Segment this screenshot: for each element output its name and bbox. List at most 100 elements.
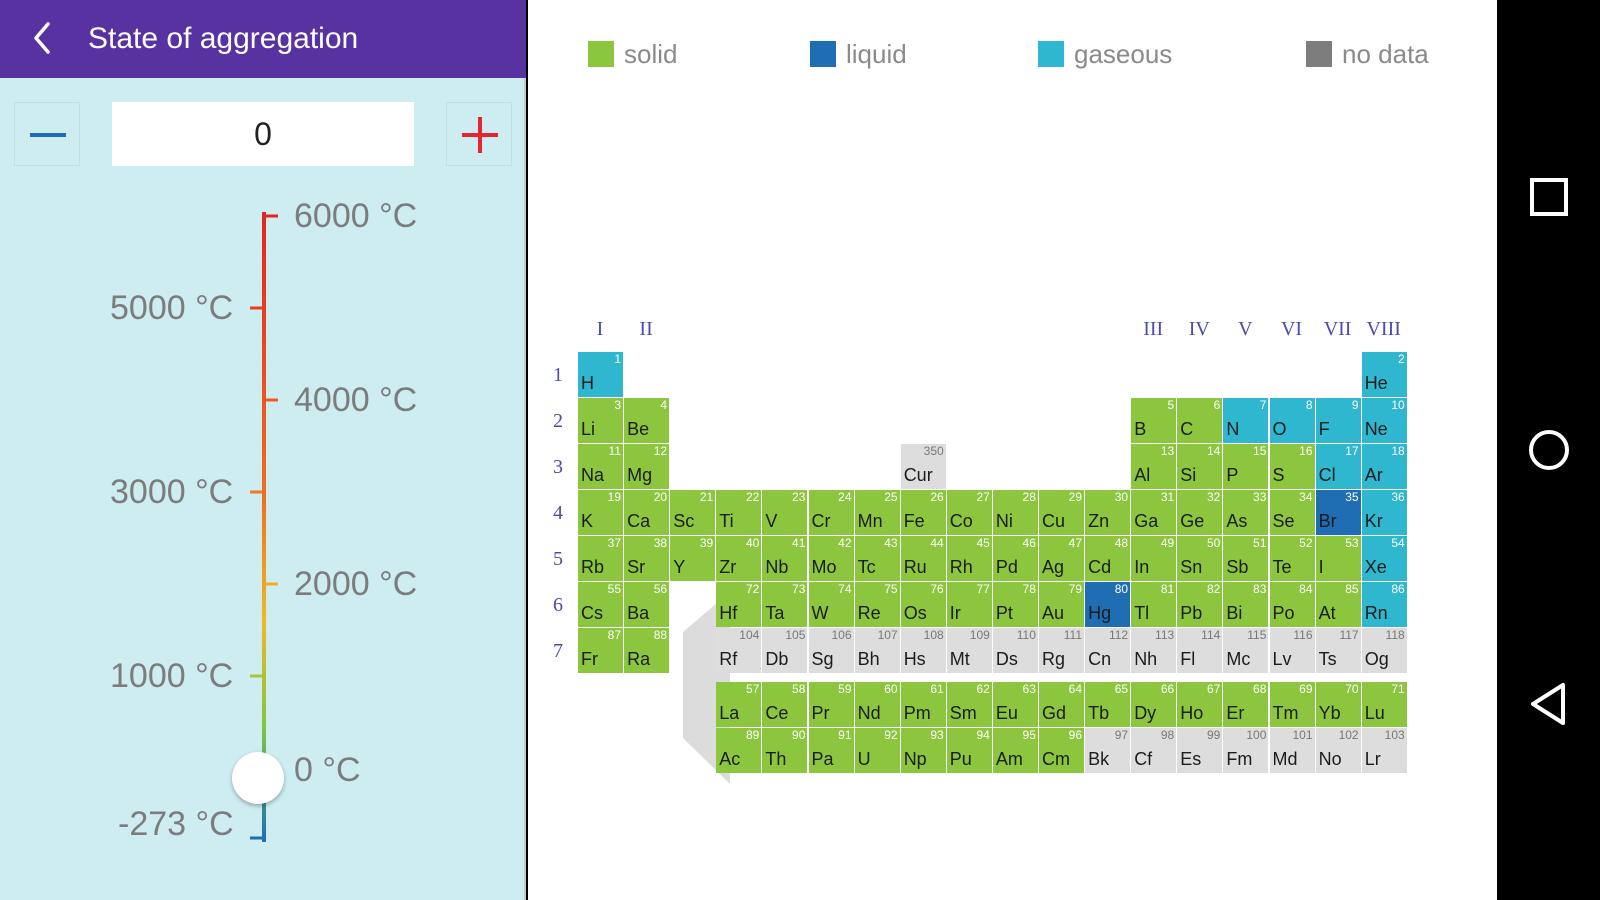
element-cell-at[interactable]: 85 At [1315,582,1361,627]
element-cell-ds[interactable]: 110 Ds [992,628,1038,673]
element-cell-rg[interactable]: 111 Rg [1039,628,1084,673]
back-triangle-icon[interactable] [1523,678,1575,730]
element-cell-lv[interactable]: 116 Lv [1269,628,1315,673]
element-cell-ac[interactable]: 89 Ac [716,728,762,773]
element-cell-pt[interactable]: 78 Pt [992,582,1038,627]
element-cell-gd[interactable]: 64 Gd [1039,682,1084,727]
element-cell-he[interactable]: 2 He [1361,352,1407,397]
element-cell-cl[interactable]: 17 Cl [1315,444,1361,489]
element-cell-nb[interactable]: 41 Nb [762,536,808,581]
element-cell-zn[interactable]: 30 Zn [1085,490,1131,535]
element-cell-mc[interactable]: 115 Mc [1223,628,1269,673]
element-cell-fe[interactable]: 26 Fe [900,490,946,535]
element-cell-cu[interactable]: 29 Cu [1039,490,1084,535]
element-cell-os[interactable]: 76 Os [900,582,946,627]
element-cell-rf[interactable]: 104 Rf [716,628,762,673]
element-cell-la[interactable]: 57 La [716,682,762,727]
element-cell-cr[interactable]: 24 Cr [808,490,854,535]
element-cell-cs[interactable]: 55 Cs [578,582,623,627]
element-cell-cm[interactable]: 96 Cm [1039,728,1084,773]
element-cell-ga[interactable]: 31 Ga [1131,490,1177,535]
element-cell-y[interactable]: 39 Y [670,536,716,581]
element-cell-pm[interactable]: 61 Pm [900,682,946,727]
element-cell-es[interactable]: 99 Es [1177,728,1223,773]
element-cell-hg[interactable]: 80 Hg [1085,582,1131,627]
element-cell-cf[interactable]: 98 Cf [1131,728,1177,773]
element-cell-pu[interactable]: 94 Pu [946,728,992,773]
element-cell-na[interactable]: 11 Na [578,444,623,489]
element-cell-v[interactable]: 23 V [762,490,808,535]
element-cell-xe[interactable]: 54 Xe [1361,536,1407,581]
element-cell-mt[interactable]: 109 Mt [946,628,992,673]
element-cell-th[interactable]: 90 Th [762,728,808,773]
element-cell-lu[interactable]: 71 Lu [1361,682,1407,727]
element-cell-am[interactable]: 95 Am [992,728,1038,773]
element-cell-sm[interactable]: 62 Sm [946,682,992,727]
element-cell-rn[interactable]: 86 Rn [1361,582,1407,627]
element-cell-tb[interactable]: 65 Tb [1085,682,1131,727]
element-cell-fr[interactable]: 87 Fr [578,628,623,673]
element-cell-nh[interactable]: 113 Nh [1131,628,1177,673]
element-cell-si[interactable]: 14 Si [1177,444,1223,489]
element-cell-w[interactable]: 74 W [808,582,854,627]
temperature-input[interactable] [112,102,414,166]
element-cell-ir[interactable]: 77 Ir [946,582,992,627]
element-cell-mo[interactable]: 42 Mo [808,536,854,581]
element-cell-lr[interactable]: 103 Lr [1361,728,1407,773]
element-cell-zr[interactable]: 40 Zr [716,536,762,581]
element-cell-cur[interactable]: 350 Cur [900,444,946,489]
element-cell-ho[interactable]: 67 Ho [1177,682,1223,727]
element-cell-dy[interactable]: 66 Dy [1131,682,1177,727]
element-cell-be[interactable]: 4 Be [624,398,670,443]
element-cell-pr[interactable]: 59 Pr [808,682,854,727]
element-cell-rh[interactable]: 45 Rh [946,536,992,581]
home-circle-icon[interactable] [1523,424,1575,476]
element-cell-mg[interactable]: 12 Mg [624,444,670,489]
element-cell-yb[interactable]: 70 Yb [1315,682,1361,727]
element-cell-al[interactable]: 13 Al [1131,444,1177,489]
temperature-scale[interactable]: 6000 °C 5000 °C 4000 °C 3000 °C 2000 °C … [0,190,526,860]
element-cell-ta[interactable]: 73 Ta [762,582,808,627]
element-cell-ca[interactable]: 20 Ca [624,490,670,535]
element-cell-se[interactable]: 34 Se [1269,490,1315,535]
element-cell-hf[interactable]: 72 Hf [716,582,762,627]
element-cell-u[interactable]: 92 U [854,728,900,773]
element-cell-sb[interactable]: 51 Sb [1223,536,1269,581]
element-cell-tm[interactable]: 69 Tm [1269,682,1315,727]
element-cell-eu[interactable]: 63 Eu [992,682,1038,727]
element-cell-bi[interactable]: 83 Bi [1223,582,1269,627]
element-cell-og[interactable]: 118 Og [1361,628,1407,673]
element-cell-ar[interactable]: 18 Ar [1361,444,1407,489]
element-cell-ba[interactable]: 56 Ba [624,582,670,627]
element-cell-pa[interactable]: 91 Pa [808,728,854,773]
element-cell-no[interactable]: 102 No [1315,728,1361,773]
element-cell-ra[interactable]: 88 Ra [624,628,670,673]
element-cell-fm[interactable]: 100 Fm [1223,728,1269,773]
element-cell-sc[interactable]: 21 Sc [670,490,716,535]
element-cell-sn[interactable]: 50 Sn [1177,536,1223,581]
recents-square-icon[interactable] [1523,171,1575,223]
element-cell-te[interactable]: 52 Te [1269,536,1315,581]
element-cell-ag[interactable]: 47 Ag [1039,536,1084,581]
element-cell-li[interactable]: 3 Li [578,398,623,443]
element-cell-ce[interactable]: 58 Ce [762,682,808,727]
element-cell-cn[interactable]: 112 Cn [1085,628,1131,673]
element-cell-bh[interactable]: 107 Bh [854,628,900,673]
element-cell-tc[interactable]: 43 Tc [854,536,900,581]
element-cell-s[interactable]: 16 S [1269,444,1315,489]
element-cell-bk[interactable]: 97 Bk [1085,728,1131,773]
element-cell-ne[interactable]: 10 Ne [1361,398,1407,443]
element-cell-ti[interactable]: 22 Ti [716,490,762,535]
element-cell-cd[interactable]: 48 Cd [1085,536,1131,581]
element-cell-db[interactable]: 105 Db [762,628,808,673]
element-cell-np[interactable]: 93 Np [900,728,946,773]
element-cell-hs[interactable]: 108 Hs [900,628,946,673]
element-cell-ge[interactable]: 32 Ge [1177,490,1223,535]
element-cell-md[interactable]: 101 Md [1269,728,1315,773]
element-cell-tl[interactable]: 81 Tl [1131,582,1177,627]
